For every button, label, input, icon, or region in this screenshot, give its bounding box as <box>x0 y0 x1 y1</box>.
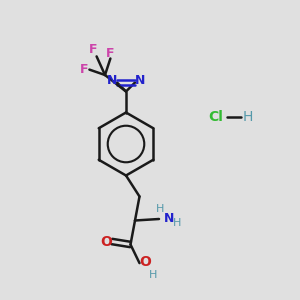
Text: N: N <box>164 212 174 225</box>
Text: H: H <box>156 204 165 214</box>
Text: F: F <box>89 43 98 56</box>
Text: H: H <box>242 110 253 124</box>
Text: H: H <box>173 218 181 228</box>
Text: Cl: Cl <box>208 110 224 124</box>
Text: F: F <box>106 47 115 61</box>
Text: H: H <box>149 269 157 280</box>
Text: F: F <box>80 63 88 76</box>
Text: O: O <box>100 235 112 248</box>
Text: N: N <box>135 74 146 87</box>
Text: N: N <box>106 74 117 87</box>
Text: O: O <box>139 255 151 268</box>
